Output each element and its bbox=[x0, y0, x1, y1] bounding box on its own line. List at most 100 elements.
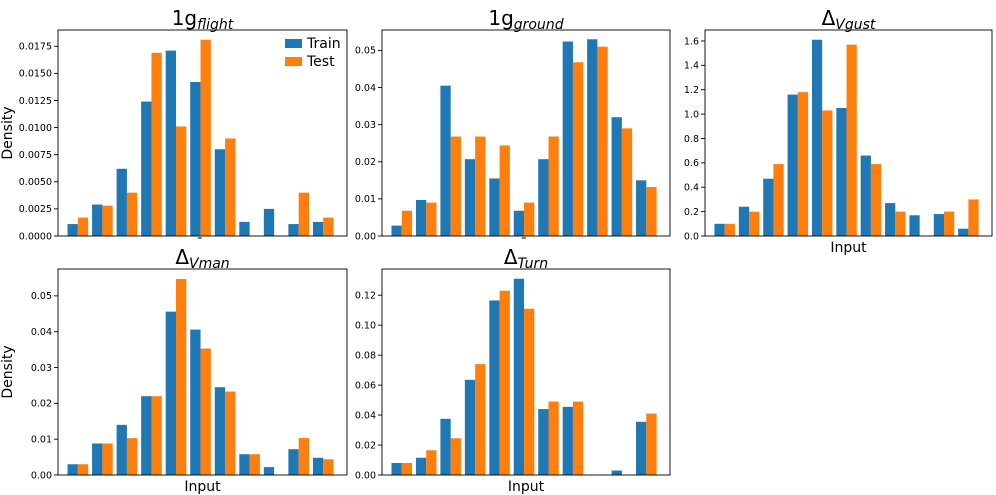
bar-test bbox=[426, 450, 437, 475]
y-tick-label: 0.0000 bbox=[19, 231, 52, 242]
y-tick-label: 0.10 bbox=[355, 320, 376, 331]
bar-test bbox=[895, 211, 906, 236]
bar-train bbox=[239, 454, 250, 475]
bar-train bbox=[214, 149, 226, 236]
y-tick-label: 1.0 bbox=[684, 109, 699, 120]
bar-test bbox=[822, 110, 833, 236]
bar-train bbox=[513, 278, 525, 475]
y-tick-label: 0.05 bbox=[355, 46, 376, 57]
y-tick-label: 0.01 bbox=[355, 194, 376, 205]
y-tick-label: 0.05 bbox=[31, 291, 52, 302]
y-tick-label: 0.0125 bbox=[19, 96, 52, 107]
subplot-2: 0.00 0.01 0.02 0.03 0.04 0.05 1gground¯ bbox=[355, 0, 671, 242]
bar-test bbox=[151, 52, 162, 236]
bar-train bbox=[489, 178, 500, 236]
bar-train bbox=[391, 225, 402, 236]
bar-train bbox=[415, 457, 427, 475]
bar-train bbox=[714, 223, 725, 236]
bar-test bbox=[797, 92, 809, 236]
y-tick-label: 0.0 bbox=[684, 231, 699, 242]
y-tick-label: 0.6 bbox=[684, 158, 699, 169]
bar-test bbox=[323, 459, 334, 475]
bar-test bbox=[548, 136, 559, 236]
bar-train bbox=[141, 396, 152, 475]
y-tick-label: 1.2 bbox=[684, 85, 699, 96]
axes-frame bbox=[57, 268, 348, 476]
bar-test bbox=[102, 443, 113, 475]
legend-label-test: Test bbox=[306, 54, 335, 70]
bar-train bbox=[562, 406, 573, 475]
bar-train bbox=[464, 379, 476, 475]
bar-train bbox=[67, 224, 78, 236]
y-tick-label: 0.0050 bbox=[19, 177, 52, 188]
y-tick-label: 0.0175 bbox=[19, 42, 52, 53]
subplot-title: ΔVgust bbox=[822, 6, 876, 33]
legend-swatch-train bbox=[285, 39, 302, 48]
bar-test bbox=[524, 202, 535, 236]
bar-train bbox=[738, 206, 750, 236]
subplot-3: 0.0 0.2 0.4 0.6 0.8 1.0 1.2 1.4 1.6 ΔVgust¯ Input bbox=[684, 0, 993, 256]
bar-train bbox=[836, 108, 847, 236]
subplot-title: ΔVman bbox=[175, 245, 229, 272]
y-tick-label: 0.02 bbox=[355, 440, 376, 451]
y-tick-label: 0.00 bbox=[355, 231, 376, 242]
bar-train bbox=[885, 203, 896, 236]
bar-train bbox=[116, 424, 127, 475]
bar-test bbox=[846, 44, 857, 236]
x-axis-label: Input bbox=[830, 240, 867, 256]
axes-frame bbox=[57, 29, 348, 237]
bar-test bbox=[724, 223, 735, 236]
bar-test bbox=[401, 463, 413, 475]
bar-test bbox=[200, 348, 211, 475]
x-axis-label: Input bbox=[508, 479, 545, 495]
bar-test bbox=[450, 438, 461, 475]
bar-test bbox=[475, 364, 486, 475]
bar-test bbox=[646, 413, 657, 475]
bar-test bbox=[176, 279, 187, 475]
bar-train bbox=[440, 418, 451, 475]
bar-train bbox=[391, 463, 402, 475]
bar-train bbox=[636, 180, 647, 236]
title-overbar: ¯ bbox=[843, 0, 850, 13]
y-tick-label: 0.01 bbox=[31, 434, 52, 445]
bar-train bbox=[165, 50, 176, 236]
bar-test bbox=[225, 391, 236, 475]
y-tick-label: 0.00 bbox=[31, 470, 52, 481]
bar-test bbox=[475, 136, 486, 236]
subplot-title: 1gground bbox=[488, 6, 563, 33]
title-overbar: ¯ bbox=[196, 0, 203, 13]
bar-train bbox=[116, 168, 127, 236]
y-tick-label: 1.4 bbox=[684, 61, 699, 72]
y-tick-label: 0.03 bbox=[355, 120, 376, 131]
bar-train bbox=[933, 214, 945, 236]
axes-frame bbox=[381, 268, 671, 476]
bar-test bbox=[151, 396, 162, 475]
bar-test bbox=[426, 202, 437, 236]
bar-train bbox=[489, 300, 500, 475]
bar-train bbox=[141, 101, 152, 236]
bar-test bbox=[77, 217, 89, 236]
subplot-1: 0.0000 0.0025 0.0050 0.0075 0.0100 0.0125 0.01… bbox=[0, 0, 348, 242]
bar-train bbox=[909, 215, 920, 236]
bar-train bbox=[190, 82, 201, 236]
bar-test bbox=[499, 290, 510, 475]
bar-train bbox=[611, 117, 622, 236]
subplot-title: 1gflight bbox=[172, 6, 234, 33]
bar-train bbox=[538, 409, 549, 475]
bar-train bbox=[92, 204, 103, 236]
y-tick-label: 0.0150 bbox=[19, 69, 52, 80]
x-axis-label: Input bbox=[184, 479, 221, 495]
subplot-5: 0.00 0.02 0.04 0.06 0.08 0.10 0.12 ΔTurn¯ Input bbox=[355, 236, 671, 495]
y-tick-label: 0.08 bbox=[355, 350, 376, 361]
y-tick-label: 0.4 bbox=[684, 183, 699, 194]
axes-frame bbox=[704, 29, 993, 237]
bar-train bbox=[860, 155, 871, 236]
y-axis-label: Density bbox=[0, 345, 16, 398]
bar-test bbox=[572, 401, 584, 475]
bar-test bbox=[126, 192, 138, 236]
bar-train bbox=[562, 41, 573, 237]
y-tick-label: 0.02 bbox=[355, 157, 376, 168]
bar-train bbox=[811, 39, 823, 236]
y-tick-label: 0.04 bbox=[31, 327, 52, 338]
bar-test bbox=[126, 438, 138, 475]
